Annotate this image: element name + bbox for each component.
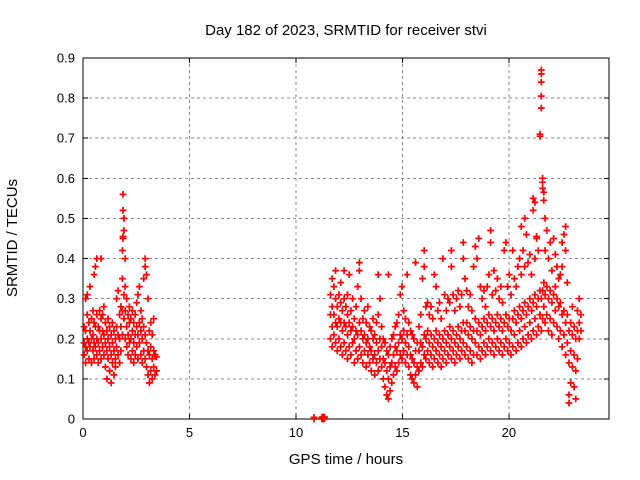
svg-text:0.8: 0.8: [57, 91, 75, 106]
svg-text:0.2: 0.2: [57, 331, 75, 346]
svg-text:0.4: 0.4: [57, 251, 75, 266]
data-points: [80, 66, 585, 423]
chart-title: Day 182 of 2023, SRMTID for receiver stv…: [205, 22, 487, 39]
svg-text:5: 5: [186, 425, 193, 440]
axis-tick-marks: [82, 57, 609, 420]
svg-text:0.5: 0.5: [57, 211, 75, 226]
svg-text:0: 0: [79, 425, 86, 440]
svg-text:0.1: 0.1: [57, 371, 75, 386]
x-tick-labels: 0 5 10 15 20: [79, 425, 516, 440]
y-tick-labels: 0 0.1 0.2 0.3 0.4 0.5 0.6 0.7 0.8 0.9: [57, 51, 75, 427]
svg-text:15: 15: [395, 425, 409, 440]
gridlines: [83, 58, 609, 419]
y-axis-title: SRMTID / TECUs: [4, 179, 21, 297]
x-axis-title: GPS time / hours: [289, 451, 403, 468]
svg-text:0.6: 0.6: [57, 171, 75, 186]
svg-text:0.7: 0.7: [57, 131, 75, 146]
plot-border: [82, 57, 610, 420]
svg-text:20: 20: [502, 425, 516, 440]
svg-text:0.9: 0.9: [57, 51, 75, 66]
svg-text:0: 0: [68, 412, 75, 427]
svg-text:10: 10: [289, 425, 303, 440]
svg-text:0.3: 0.3: [57, 291, 75, 306]
